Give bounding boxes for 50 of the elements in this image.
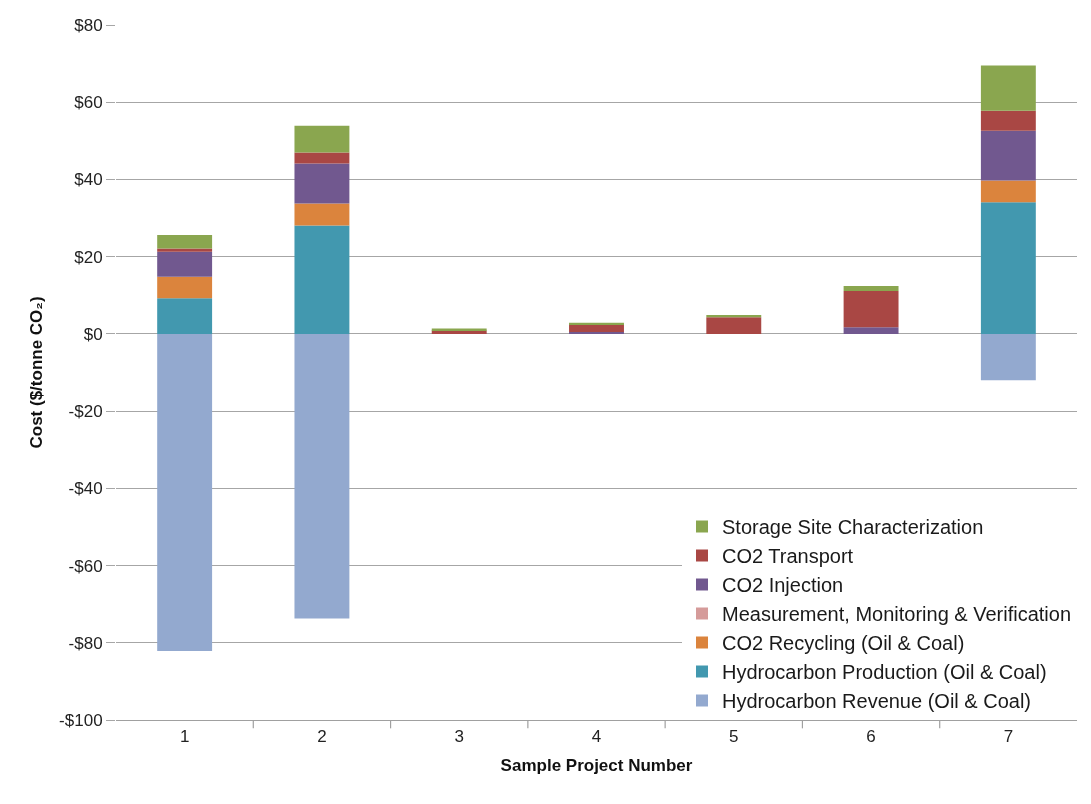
x-tick-label: 2 <box>317 726 327 746</box>
y-tick-label: -$60 <box>68 556 103 576</box>
bar <box>294 152 350 164</box>
y-tick-label: $80 <box>74 15 103 35</box>
bar <box>294 203 350 226</box>
y-tick-label: $20 <box>74 247 103 267</box>
bar <box>569 324 624 332</box>
bar <box>980 110 1036 131</box>
x-tick-label: 7 <box>1003 726 1014 746</box>
legend-label: Hydrocarbon Production (Oil & Coal) <box>722 661 1047 684</box>
x-tick-label: 3 <box>454 726 464 746</box>
bar <box>157 251 213 277</box>
bar <box>980 65 1036 111</box>
bar <box>980 130 1036 181</box>
x-tick-label: 5 <box>729 726 739 746</box>
y-tick-label: -$40 <box>68 479 103 499</box>
bar <box>157 333 213 651</box>
legend-label: Measurement, Monitoring & Verification <box>722 603 1072 626</box>
bar <box>157 235 213 249</box>
x-tick-label: 4 <box>591 726 602 746</box>
y-tick-label: -$20 <box>68 402 103 422</box>
legend-label: CO2 Transport <box>722 545 854 568</box>
y-axis-title: Cost ($/tonne CO₂) <box>26 296 46 449</box>
bar <box>157 276 213 299</box>
legend-label: CO2 Recycling (Oil & Coal) <box>722 632 965 655</box>
bar <box>980 180 1036 203</box>
bar <box>980 202 1036 334</box>
bar <box>294 163 350 204</box>
bar <box>157 298 213 334</box>
bar <box>294 125 350 153</box>
y-tick-label: $40 <box>74 170 103 190</box>
bar <box>843 286 899 292</box>
bar <box>843 327 899 334</box>
bar <box>843 291 899 328</box>
y-tick-label: -$80 <box>68 633 103 653</box>
legend-label: CO2 Injection <box>722 574 844 597</box>
bar <box>569 331 624 334</box>
y-tick-label: $0 <box>83 324 103 344</box>
legend-label: Hydrocarbon Revenue (Oil & Coal) <box>722 690 1032 713</box>
x-tick-label: 1 <box>179 726 190 746</box>
bar <box>980 333 1036 381</box>
y-tick-label: -$100 <box>59 710 103 730</box>
bar <box>706 317 762 334</box>
bar <box>157 248 213 252</box>
bar <box>294 333 350 619</box>
x-axis-title: Sample Project Number <box>500 755 693 775</box>
y-tick-label: $60 <box>74 93 103 113</box>
x-tick-label: 6 <box>866 726 876 746</box>
legend-label: Storage Site Characterization <box>722 516 984 539</box>
bar <box>294 225 350 334</box>
